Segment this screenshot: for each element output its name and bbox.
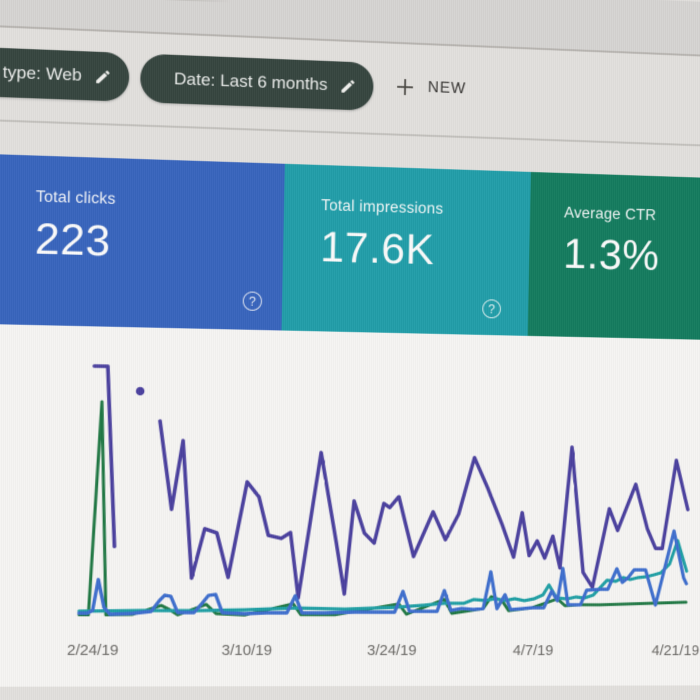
new-filter-button[interactable]: NEW: [395, 74, 467, 103]
new-button-label: NEW: [427, 78, 467, 98]
date-filter-chip-label: Date: Last 6 months: [173, 69, 328, 95]
search-type-chip[interactable]: type: Web: [0, 45, 130, 102]
pencil-icon[interactable]: [94, 67, 112, 85]
performance-chart[interactable]: [34, 350, 695, 643]
search-type-chip-label: type: Web: [2, 62, 82, 85]
purple-impressions-line-point: [135, 386, 145, 396]
monitor-bezel-top: [0, 0, 700, 58]
purple-impressions-line: [156, 421, 689, 599]
total-impressions-title: Total impressions: [320, 197, 444, 218]
total-impressions-card[interactable]: Total impressions 17.6K ?: [281, 163, 531, 336]
average-ctr-card[interactable]: Average CTR 1.3%: [527, 171, 700, 340]
date-filter-chip[interactable]: Date: Last 6 months: [139, 53, 374, 111]
pencil-icon[interactable]: [339, 77, 356, 95]
total-clicks-value: 223: [34, 214, 112, 266]
help-icon[interactable]: ?: [482, 299, 502, 319]
average-ctr-title: Average CTR: [563, 204, 657, 225]
toolbar-divider: [0, 118, 700, 147]
total-impressions-value: 17.6K: [319, 223, 435, 275]
average-ctr-value: 1.3%: [562, 230, 660, 281]
total-clicks-card[interactable]: Total clicks 223 ?: [0, 153, 285, 331]
plus-icon: [395, 77, 415, 98]
help-icon[interactable]: ?: [242, 291, 263, 311]
total-clicks-title: Total clicks: [35, 188, 116, 208]
